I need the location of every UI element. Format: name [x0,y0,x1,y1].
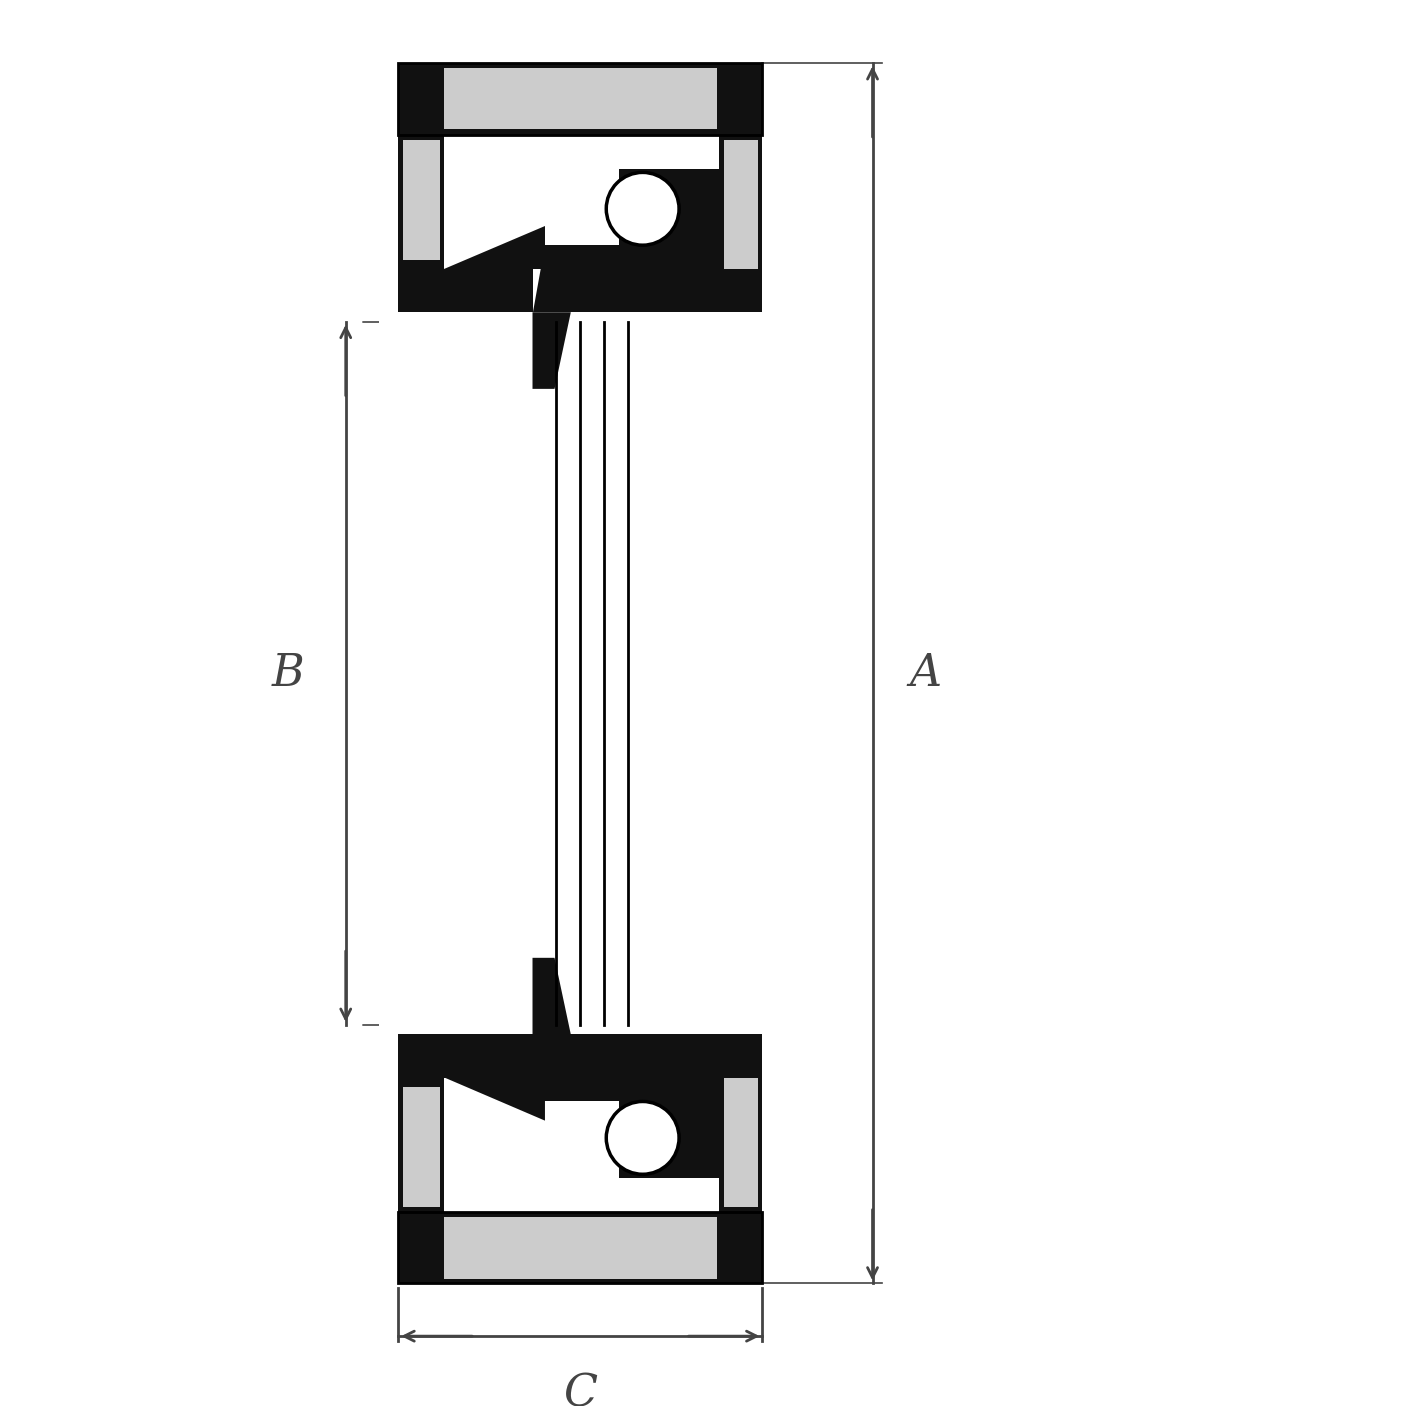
Polygon shape [724,139,758,269]
Polygon shape [720,274,747,312]
Polygon shape [619,169,724,253]
Polygon shape [533,245,720,312]
Polygon shape [533,312,571,389]
Polygon shape [398,67,444,129]
Text: B: B [271,652,305,695]
Polygon shape [724,1077,758,1206]
Polygon shape [444,1077,546,1121]
Polygon shape [398,1035,444,1212]
Polygon shape [404,1087,440,1206]
Polygon shape [404,139,440,260]
Polygon shape [720,135,762,312]
Polygon shape [533,957,571,1035]
Polygon shape [619,1094,724,1178]
Polygon shape [404,1218,717,1278]
Circle shape [606,173,679,245]
Polygon shape [720,1035,747,1073]
Polygon shape [444,1035,533,1077]
Polygon shape [398,1218,444,1278]
Circle shape [606,1101,679,1174]
Polygon shape [444,226,546,269]
Text: A: A [910,652,941,695]
Polygon shape [444,269,533,312]
Text: C: C [564,1372,598,1406]
Polygon shape [398,1212,762,1284]
Polygon shape [398,63,762,135]
Polygon shape [398,135,444,312]
Polygon shape [720,1035,762,1212]
Polygon shape [404,67,717,129]
Polygon shape [533,1035,720,1101]
